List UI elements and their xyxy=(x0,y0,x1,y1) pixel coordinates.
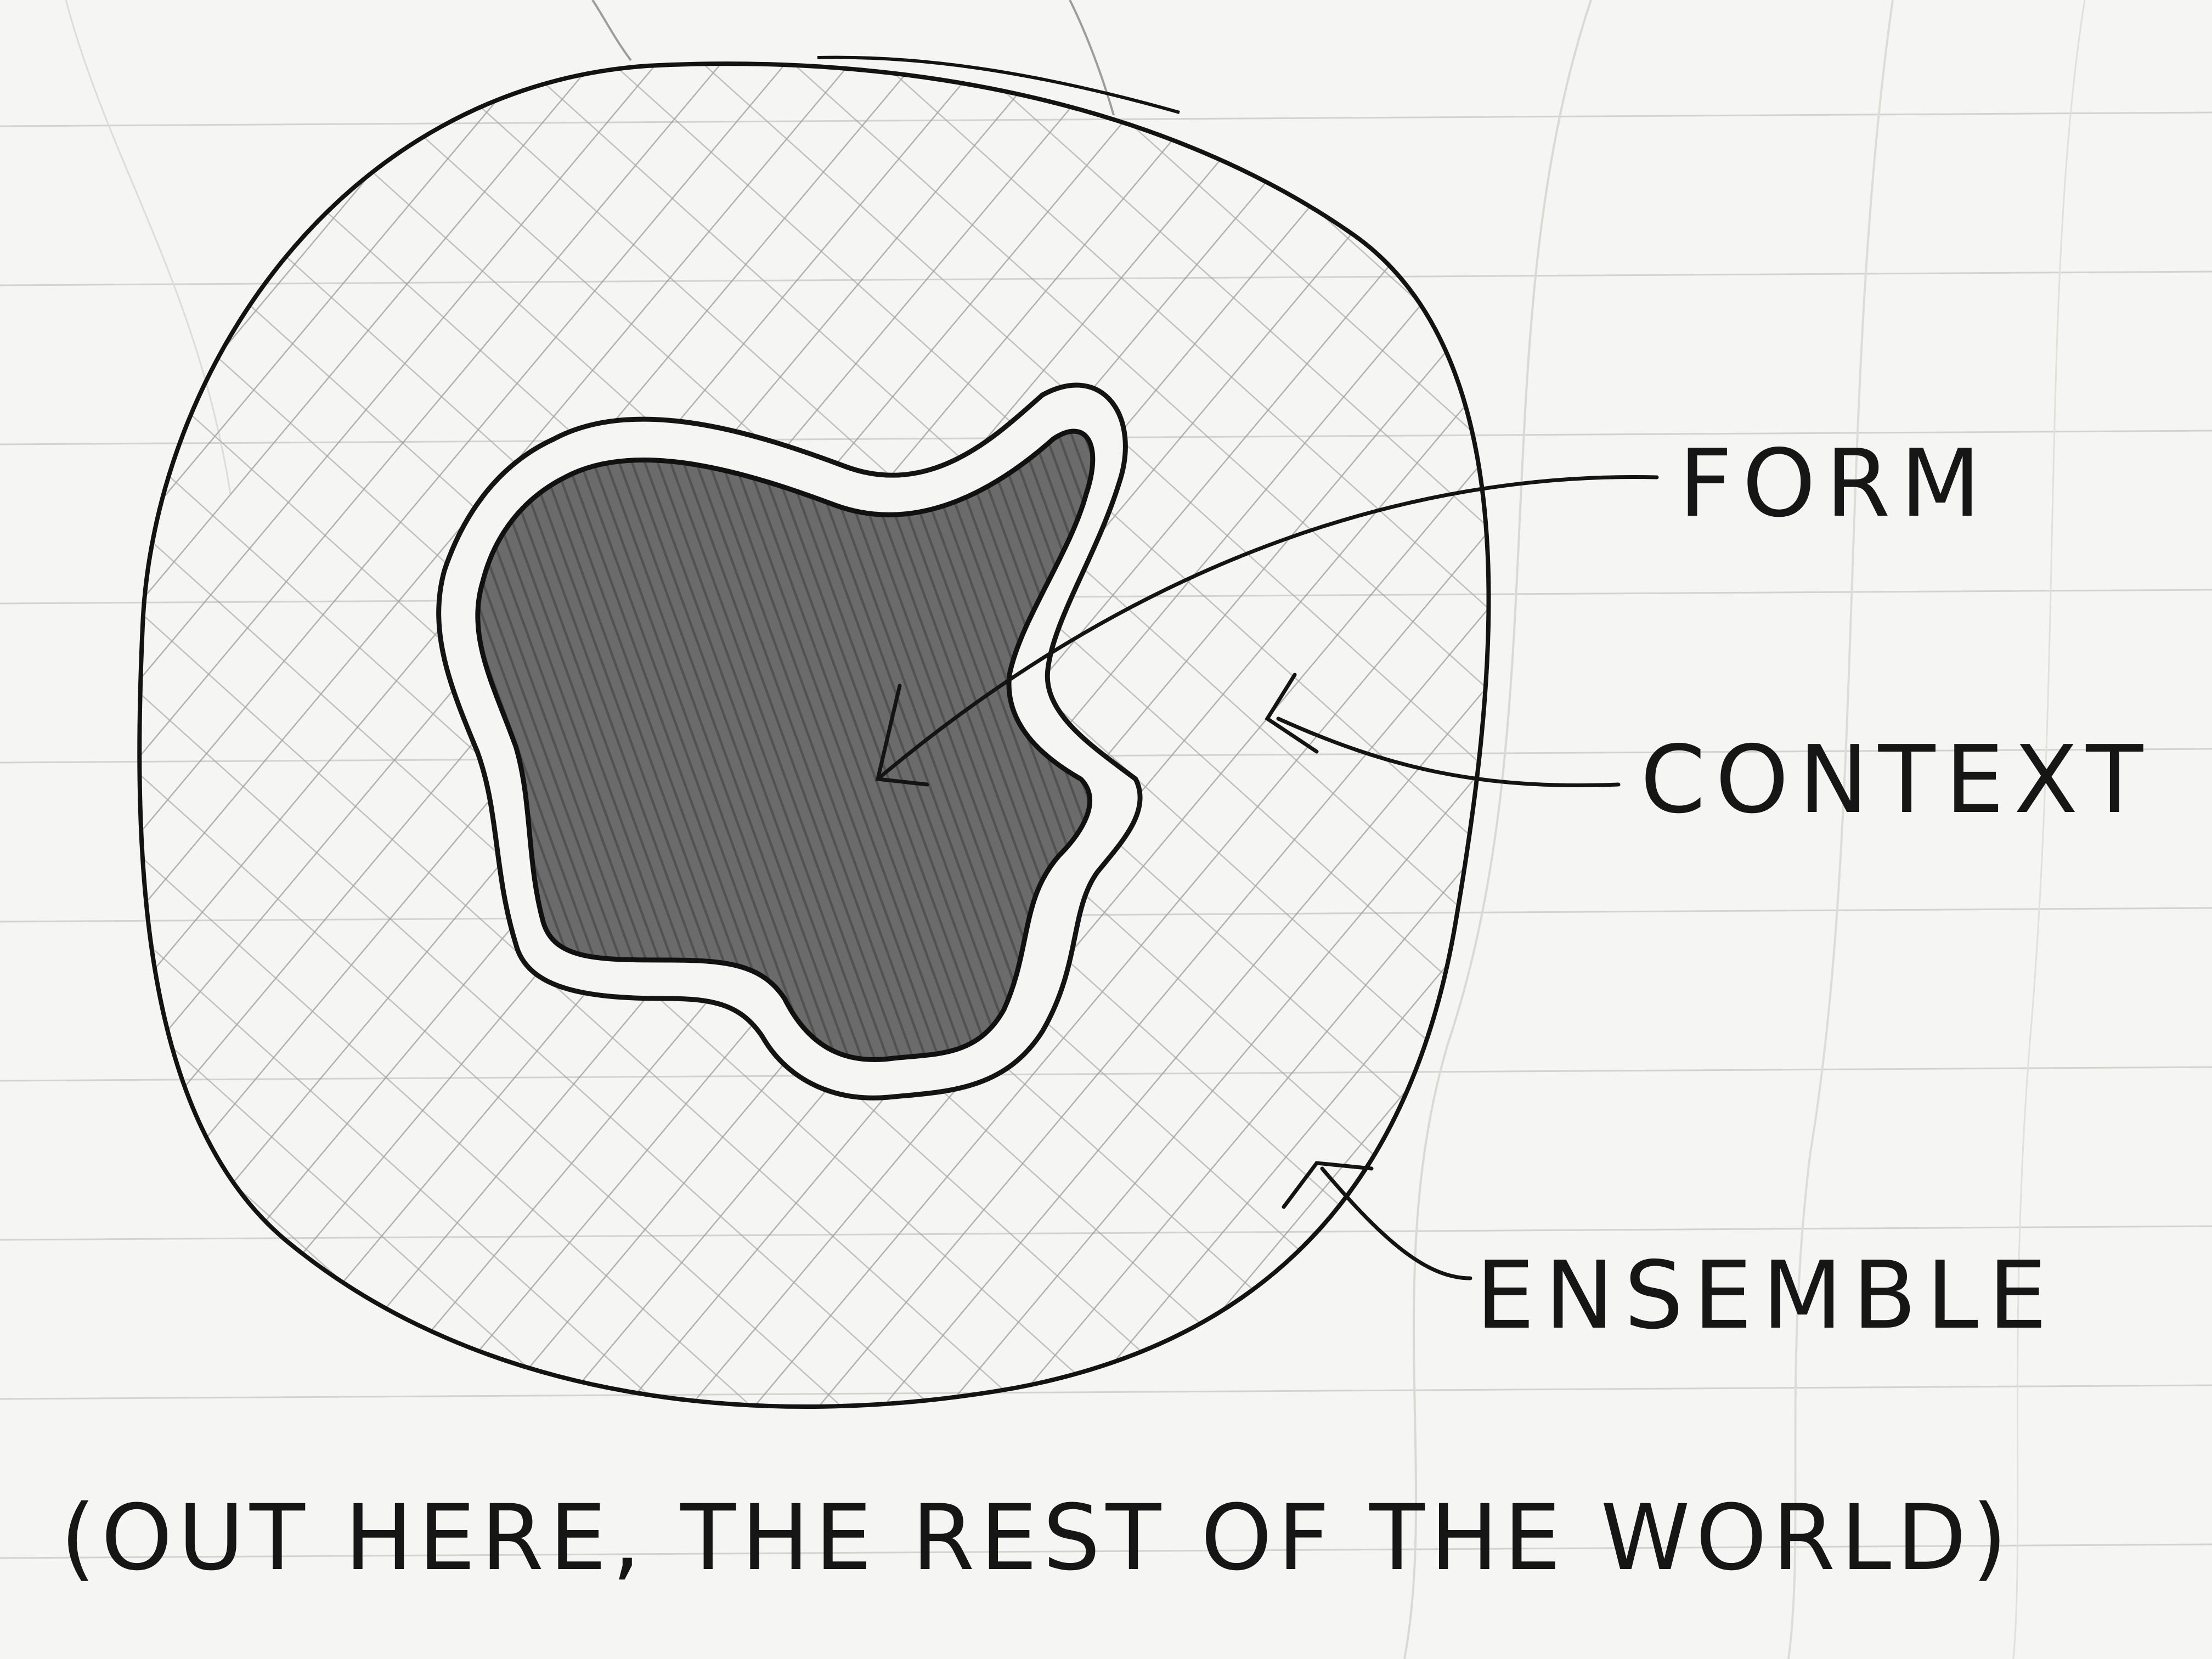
context-label: CONTEXT xyxy=(1640,726,2153,834)
context-arrow xyxy=(1276,716,1621,787)
ensemble-label: ENSEMBLE xyxy=(1476,1242,2057,1350)
callout-arrows xyxy=(875,475,1659,1280)
form-label: FORM xyxy=(1679,430,1990,538)
footer-note: (OUT HERE, THE REST OF THE WORLD) xyxy=(60,1485,2013,1590)
form-shape xyxy=(475,428,1096,1062)
form-arrow xyxy=(876,475,1659,781)
ensemble-outline xyxy=(137,61,1491,1409)
ensemble-arrow xyxy=(1320,1166,1472,1280)
